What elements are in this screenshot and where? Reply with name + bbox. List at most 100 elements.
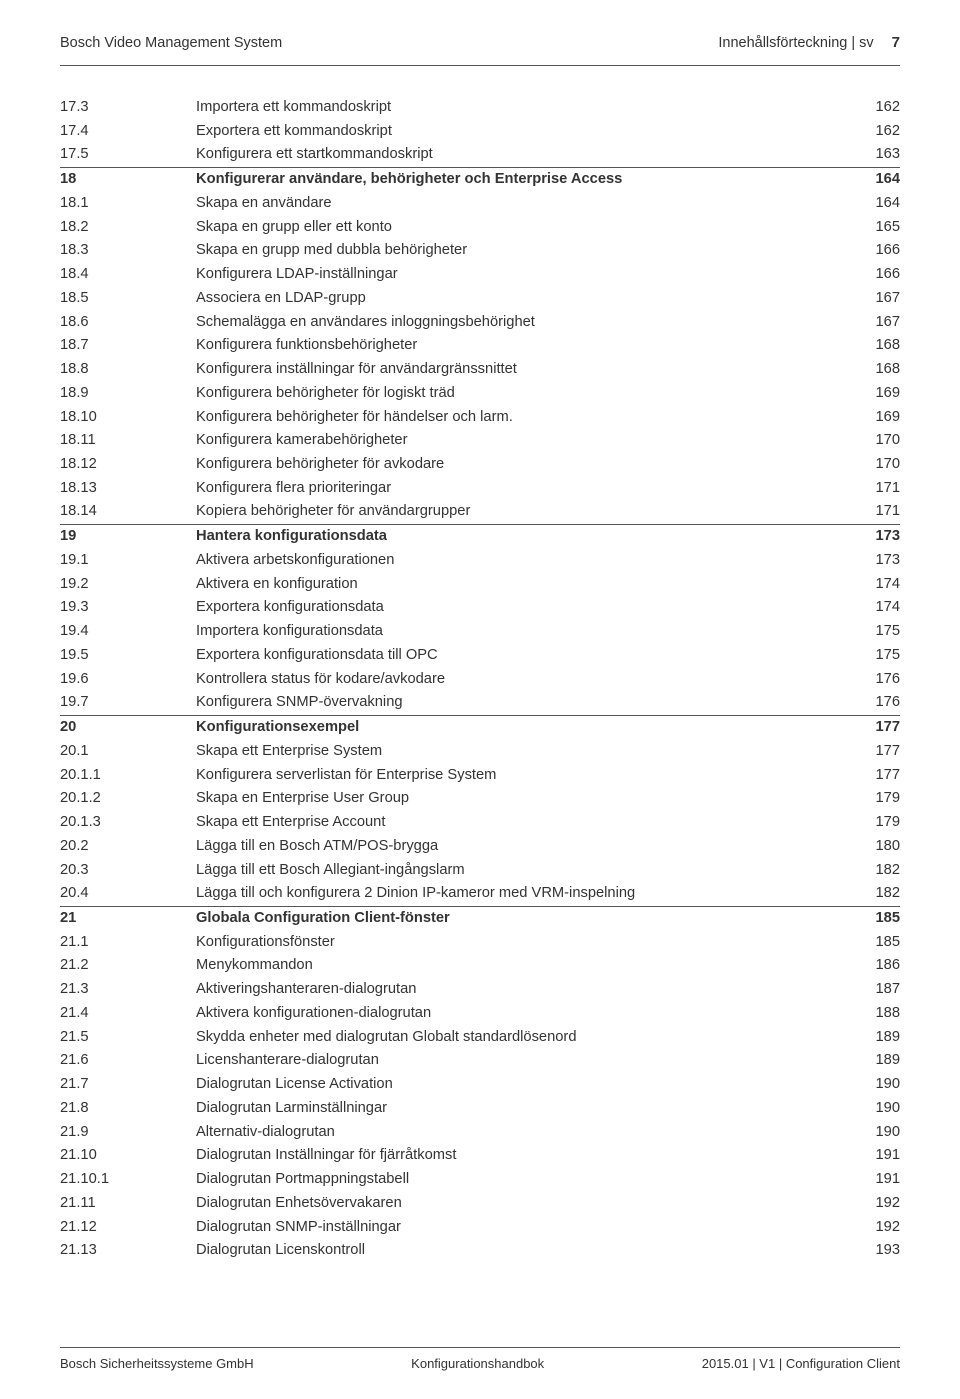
toc-page: 189 xyxy=(858,1026,900,1050)
toc-number: 21 xyxy=(60,907,196,931)
header-section-label: Innehållsförteckning | sv xyxy=(718,35,873,51)
toc-number: 21.8 xyxy=(60,1097,196,1121)
toc-title: Skapa en grupp med dubbla behörigheter xyxy=(196,239,858,263)
toc-title: Dialogrutan SNMP-inställningar xyxy=(196,1216,858,1240)
toc-page: 175 xyxy=(858,620,900,644)
toc-number: 21.13 xyxy=(60,1239,196,1263)
toc-number: 18.12 xyxy=(60,453,196,477)
toc-page: 171 xyxy=(858,477,900,501)
toc-page: 168 xyxy=(858,358,900,382)
toc-number: 19.5 xyxy=(60,644,196,668)
toc-page: 179 xyxy=(858,811,900,835)
toc-number: 20.4 xyxy=(60,882,196,906)
toc-title: Konfigurera behörigheter för logiskt trä… xyxy=(196,382,858,406)
toc-title: Konfigurera serverlistan för Enterprise … xyxy=(196,764,858,788)
toc-page: 192 xyxy=(858,1192,900,1216)
toc-row: 21.3Aktiveringshanteraren-dialogrutan187 xyxy=(60,978,900,1002)
toc-number: 21.5 xyxy=(60,1026,196,1050)
toc-title: Aktivera konfigurationen-dialogrutan xyxy=(196,1002,858,1026)
toc-number: 21.3 xyxy=(60,978,196,1002)
toc-page: 176 xyxy=(858,668,900,692)
toc-page: 164 xyxy=(858,192,900,216)
toc-row: 18.9Konfigurera behörigheter för logiskt… xyxy=(60,382,900,406)
toc-title: Skapa en Enterprise User Group xyxy=(196,787,858,811)
toc-row: 18Konfigurerar användare, behörigheter o… xyxy=(60,167,900,192)
toc-title: Skydda enheter med dialogrutan Globalt s… xyxy=(196,1026,858,1050)
toc-number: 19.4 xyxy=(60,620,196,644)
toc-row: 19.4Importera konfigurationsdata175 xyxy=(60,620,900,644)
toc-row: 19.3Exportera konfigurationsdata174 xyxy=(60,596,900,620)
toc-number: 20.2 xyxy=(60,835,196,859)
toc-page: 166 xyxy=(858,263,900,287)
toc-title: Skapa ett Enterprise System xyxy=(196,740,858,764)
toc-number: 18.3 xyxy=(60,239,196,263)
toc-number: 21.9 xyxy=(60,1121,196,1145)
toc-row: 18.11Konfigurera kamerabehörigheter170 xyxy=(60,429,900,453)
toc-title: Konfigurera behörigheter för avkodare xyxy=(196,453,858,477)
toc-number: 18.6 xyxy=(60,311,196,335)
toc-title: Lägga till och konfigurera 2 Dinion IP-k… xyxy=(196,882,858,906)
toc-page: 179 xyxy=(858,787,900,811)
toc-row: 18.13Konfigurera flera prioriteringar171 xyxy=(60,477,900,501)
toc-row: 20.2Lägga till en Bosch ATM/POS-brygga18… xyxy=(60,835,900,859)
toc-page: 193 xyxy=(858,1239,900,1263)
toc-title: Exportera konfigurationsdata till OPC xyxy=(196,644,858,668)
toc-row: 20.1.1Konfigurera serverlistan för Enter… xyxy=(60,764,900,788)
footer-center: Konfigurationshandbok xyxy=(411,1356,544,1371)
toc-page: 169 xyxy=(858,382,900,406)
toc-row: 20.1Skapa ett Enterprise System177 xyxy=(60,740,900,764)
toc-number: 20.1.3 xyxy=(60,811,196,835)
toc-row: 21Globala Configuration Client-fönster18… xyxy=(60,906,900,931)
toc-title: Importera ett kommandoskript xyxy=(196,96,858,120)
toc-title: Konfigurera LDAP-inställningar xyxy=(196,263,858,287)
toc-row: 17.3Importera ett kommandoskript162 xyxy=(60,96,900,120)
toc-title: Dialogrutan Portmappningstabell xyxy=(196,1168,858,1192)
toc-row: 20.1.2Skapa en Enterprise User Group179 xyxy=(60,787,900,811)
toc-number: 18.9 xyxy=(60,382,196,406)
toc-title: Associera en LDAP-grupp xyxy=(196,287,858,311)
toc-number: 21.11 xyxy=(60,1192,196,1216)
toc-number: 19.3 xyxy=(60,596,196,620)
toc-title: Exportera ett kommandoskript xyxy=(196,120,858,144)
toc-number: 18.1 xyxy=(60,192,196,216)
toc-row: 21.7Dialogrutan License Activation190 xyxy=(60,1073,900,1097)
toc-page: 185 xyxy=(858,907,900,931)
toc-row: 17.4Exportera ett kommandoskript162 xyxy=(60,120,900,144)
toc-number: 21.1 xyxy=(60,931,196,955)
toc-row: 21.12Dialogrutan SNMP-inställningar192 xyxy=(60,1216,900,1240)
toc-page: 190 xyxy=(858,1121,900,1145)
toc-page: 177 xyxy=(858,764,900,788)
toc-title: Licenshanterare-dialogrutan xyxy=(196,1049,858,1073)
toc-page: 168 xyxy=(858,334,900,358)
toc-page: 162 xyxy=(858,120,900,144)
toc-row: 20.3Lägga till ett Bosch Allegiant-ingån… xyxy=(60,859,900,883)
toc-page: 190 xyxy=(858,1073,900,1097)
toc-title: Konfigurera flera prioriteringar xyxy=(196,477,858,501)
toc-number: 18.14 xyxy=(60,500,196,524)
toc-number: 21.7 xyxy=(60,1073,196,1097)
toc-row: 21.11Dialogrutan Enhetsövervakaren192 xyxy=(60,1192,900,1216)
toc-title: Exportera konfigurationsdata xyxy=(196,596,858,620)
header-right: Innehållsförteckning | sv 7 xyxy=(718,34,900,51)
toc-page: 166 xyxy=(858,239,900,263)
toc-number: 21.12 xyxy=(60,1216,196,1240)
toc-title: Globala Configuration Client-fönster xyxy=(196,907,858,931)
toc-page: 174 xyxy=(858,596,900,620)
toc-page: 190 xyxy=(858,1097,900,1121)
toc-number: 18.5 xyxy=(60,287,196,311)
toc-page: 177 xyxy=(858,740,900,764)
toc-page: 188 xyxy=(858,1002,900,1026)
toc-page: 165 xyxy=(858,216,900,240)
toc-page: 189 xyxy=(858,1049,900,1073)
toc-number: 18.2 xyxy=(60,216,196,240)
toc-page: 185 xyxy=(858,931,900,955)
toc-page: 191 xyxy=(858,1168,900,1192)
toc-page: 173 xyxy=(858,549,900,573)
toc-row: 21.13Dialogrutan Licenskontroll193 xyxy=(60,1239,900,1263)
toc-number: 21.4 xyxy=(60,1002,196,1026)
toc-row: 21.8Dialogrutan Larminställningar190 xyxy=(60,1097,900,1121)
toc-title: Konfigurera ett startkommandoskript xyxy=(196,143,858,167)
toc-number: 21.10 xyxy=(60,1144,196,1168)
toc-page: 192 xyxy=(858,1216,900,1240)
toc-row: 21.2Menykommandon186 xyxy=(60,954,900,978)
